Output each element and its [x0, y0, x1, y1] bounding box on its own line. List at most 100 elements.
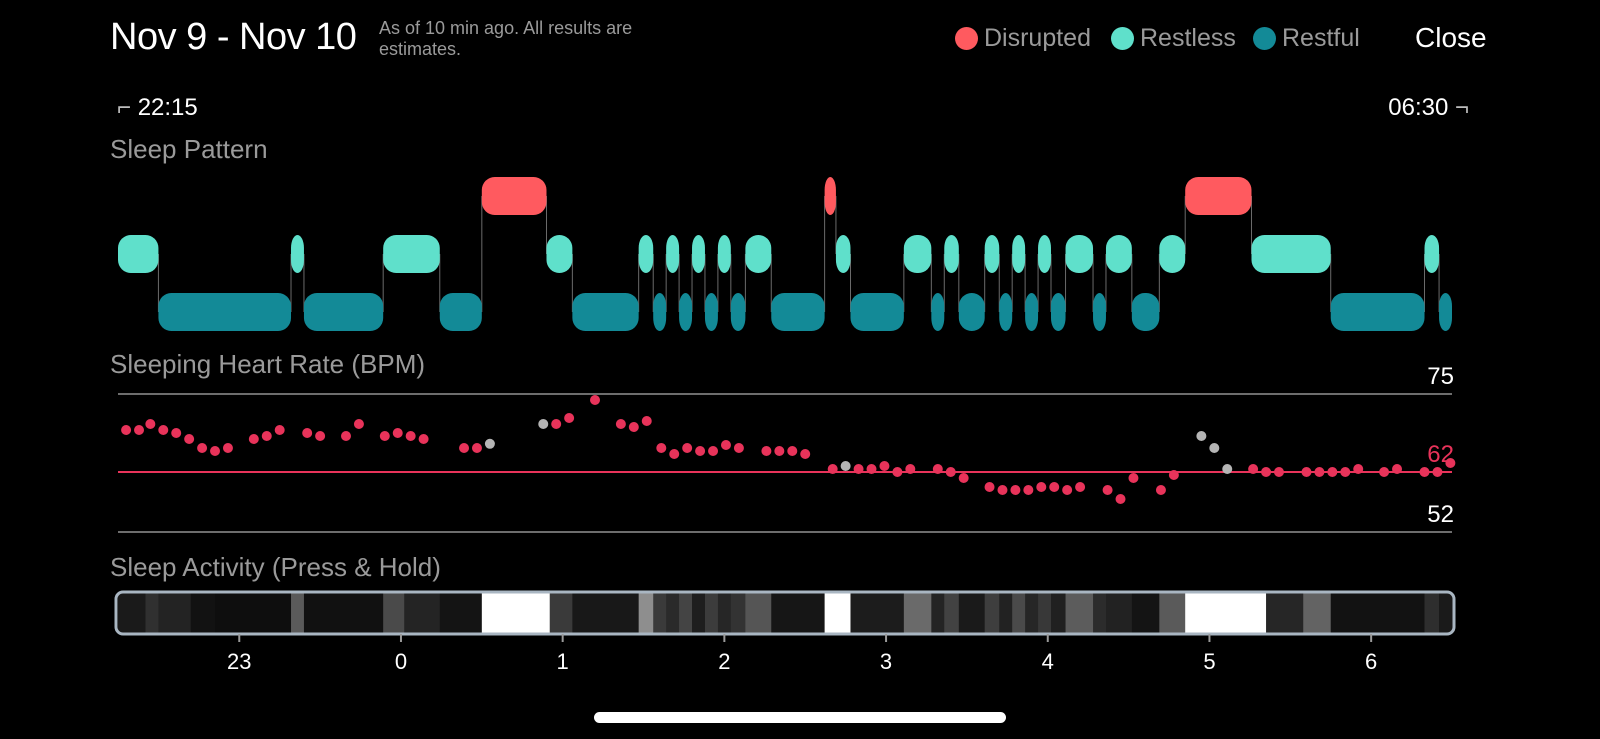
hr-data-point [274, 425, 285, 435]
activity-cell [118, 592, 146, 634]
hr-data-point [1023, 485, 1034, 495]
activity-cell [1012, 592, 1026, 634]
start-time: ⌐ 22:15 [117, 94, 198, 122]
legend-label: Disrupted [984, 24, 1091, 52]
activity-cell [572, 592, 640, 634]
sleep-segment-restless [1105, 235, 1132, 273]
heart-rate-title: Sleeping Heart Rate (BPM) [110, 349, 426, 379]
activity-cell [439, 592, 483, 634]
activity-cell [1025, 592, 1039, 634]
hr-data-point [1036, 482, 1047, 492]
hr-data-point [210, 446, 221, 456]
legend-restful: Restful [1253, 24, 1360, 53]
time-axis-tick-label: 2 [718, 649, 730, 674]
hr-data-point [1209, 443, 1220, 453]
activity-cell [944, 592, 960, 634]
activity-frame [114, 590, 1456, 636]
activity-cell [1330, 592, 1426, 634]
activity-cell [1131, 592, 1160, 634]
activity-cell [824, 592, 851, 634]
end-bracket-icon: ¬ [1454, 94, 1469, 121]
hr-data-point [1102, 485, 1113, 495]
hr-data-point [1301, 467, 1312, 477]
activity-cell [1303, 592, 1332, 634]
time-axis-tick-label: 23 [227, 649, 251, 674]
sleep-segment-restless [1424, 235, 1440, 273]
activity-cell [215, 592, 292, 634]
legend-disrupted: Disrupted [955, 24, 1091, 53]
hr-data-point [222, 443, 233, 453]
sleep-segment-restless [666, 235, 680, 273]
activity-cell [1185, 592, 1267, 634]
hr-data-point [1075, 482, 1086, 492]
sleep-pattern-title: Sleep Pattern [110, 134, 268, 164]
sleep-segment-restful [771, 293, 825, 331]
hr-data-point [1445, 458, 1456, 468]
sleep-segment-restless [383, 235, 440, 273]
sleep-segment-restless [984, 235, 1000, 273]
page-title: Nov 9 - Nov 10 [110, 16, 357, 58]
activity-cell [653, 592, 667, 634]
sleep-segment-disrupted [481, 177, 547, 215]
hr-data-point [879, 461, 890, 471]
hr-data-point [932, 464, 943, 474]
sleep-segment-restless [944, 235, 959, 273]
sleep-segment-restful [1330, 293, 1425, 331]
legend-label: Restless [1140, 24, 1236, 52]
hr-data-point [405, 431, 416, 441]
activity-cell [717, 592, 732, 634]
sleep-segment-restful [704, 293, 718, 331]
sleep-segment-restful [931, 293, 945, 331]
hr-data-point [892, 467, 903, 477]
sleep-segment-restless [638, 235, 654, 273]
hr-data-point [1273, 467, 1284, 477]
hr-data-point [353, 419, 364, 429]
sleep-segment-restful [653, 293, 667, 331]
hr-data-point [315, 431, 326, 441]
hr-data-point [134, 425, 145, 435]
legend-restless: Restless [1111, 24, 1236, 53]
hr-data-point [945, 467, 956, 477]
sleep-segment-restless [717, 235, 731, 273]
hr-data-point [1419, 467, 1430, 477]
hr-data-point [379, 431, 390, 441]
activity-cell [999, 592, 1013, 634]
end-time: 06:30 ¬ [1388, 94, 1469, 122]
home-indicator[interactable] [594, 712, 1006, 723]
activity-cell [481, 592, 551, 634]
activity-cell [549, 592, 573, 634]
hr-data-point [1261, 467, 1272, 477]
sleep-pattern-bars [118, 177, 1452, 331]
sleep-segment-restful [1025, 293, 1039, 331]
heart-rate-points [121, 395, 1456, 504]
activity-cell [730, 592, 746, 634]
close-button[interactable]: Close [1415, 22, 1487, 53]
sleep-pattern-connectors [157, 196, 1440, 312]
hr-data-point [261, 431, 272, 441]
hr-data-point [340, 431, 351, 441]
hr-data-point [564, 413, 575, 423]
hr-data-point [1168, 470, 1179, 480]
activity-cell [771, 592, 826, 634]
activity-cell [1266, 592, 1304, 634]
activity-cell [704, 592, 719, 634]
activity-cell [903, 592, 932, 634]
disrupted-dot-icon [955, 27, 978, 50]
hr-data-point [628, 422, 639, 432]
hr-data-point [1222, 464, 1233, 474]
hr-data-point [997, 485, 1008, 495]
sleep-segment-restful [1050, 293, 1066, 331]
sleep-segment-restless [291, 235, 304, 273]
hr-data-point [615, 419, 626, 429]
sleep-segment-restful [958, 293, 985, 331]
time-axis-tick-label: 1 [557, 649, 569, 674]
hr-data-point [1155, 485, 1166, 495]
start-bracket-icon: ⌐ [117, 94, 132, 121]
hr-data-point [1128, 473, 1139, 483]
activity-cell [291, 592, 305, 634]
hr-data-point [171, 428, 182, 438]
hr-data-point [787, 446, 798, 456]
hr-data-point [800, 449, 811, 459]
hr-tick-label: 75 [1427, 363, 1454, 390]
